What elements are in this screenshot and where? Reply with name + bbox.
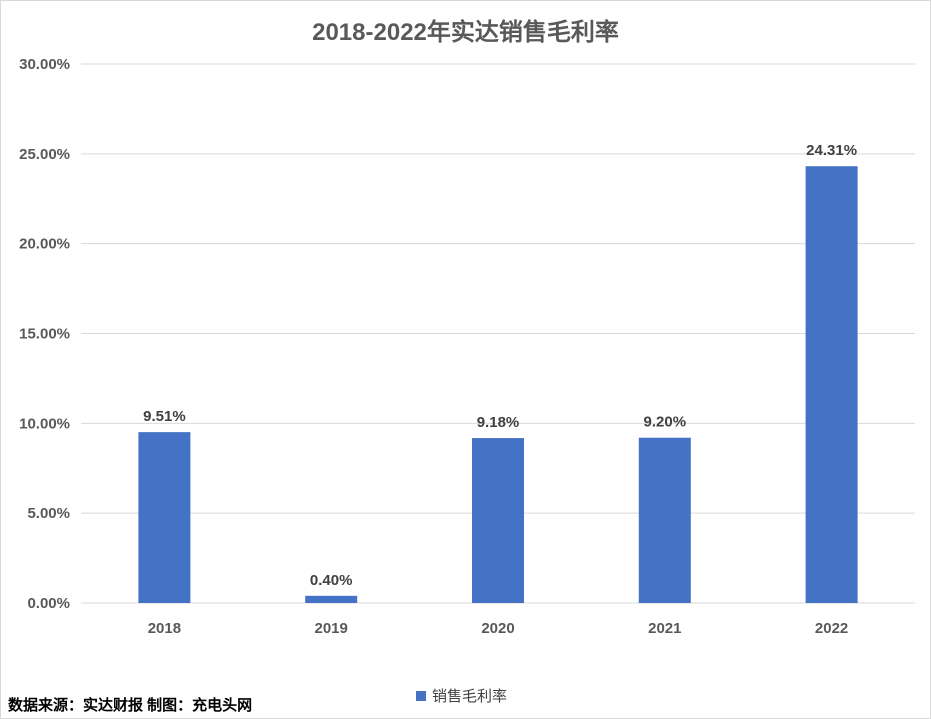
y-tick-label: 0.00% [27,595,70,612]
bar [638,437,691,603]
x-tick-label: 2018 [148,620,181,637]
y-tick-label: 15.00% [19,326,70,343]
legend-swatch [416,690,426,701]
chart-title: 2018-2022年实达销售毛利率 [312,19,619,46]
x-tick-label: 2019 [315,620,348,637]
bar [305,595,358,603]
y-tick-label: 30.00% [19,56,70,73]
data-label: 0.40% [310,572,353,589]
data-label: 9.20% [644,414,687,431]
bar [472,438,524,603]
legend: 销售毛利率 [416,685,507,706]
y-tick-label: 5.00% [27,505,70,522]
y-tick-label: 20.00% [19,236,70,253]
x-tick-label: 2020 [481,620,514,637]
x-tick-label: 2021 [648,620,681,637]
data-label: 9.51% [143,408,186,425]
bar [138,432,191,603]
data-label: 24.31% [806,142,857,159]
legend-label: 销售毛利率 [432,688,508,705]
bar [805,166,858,603]
data-label: 9.18% [477,414,520,431]
y-tick-label: 25.00% [19,146,70,163]
source-note: 数据来源：实达财报 制图：充电头网 [8,697,253,714]
x-tick-label: 2022 [815,620,848,637]
y-tick-label: 10.00% [19,415,70,432]
